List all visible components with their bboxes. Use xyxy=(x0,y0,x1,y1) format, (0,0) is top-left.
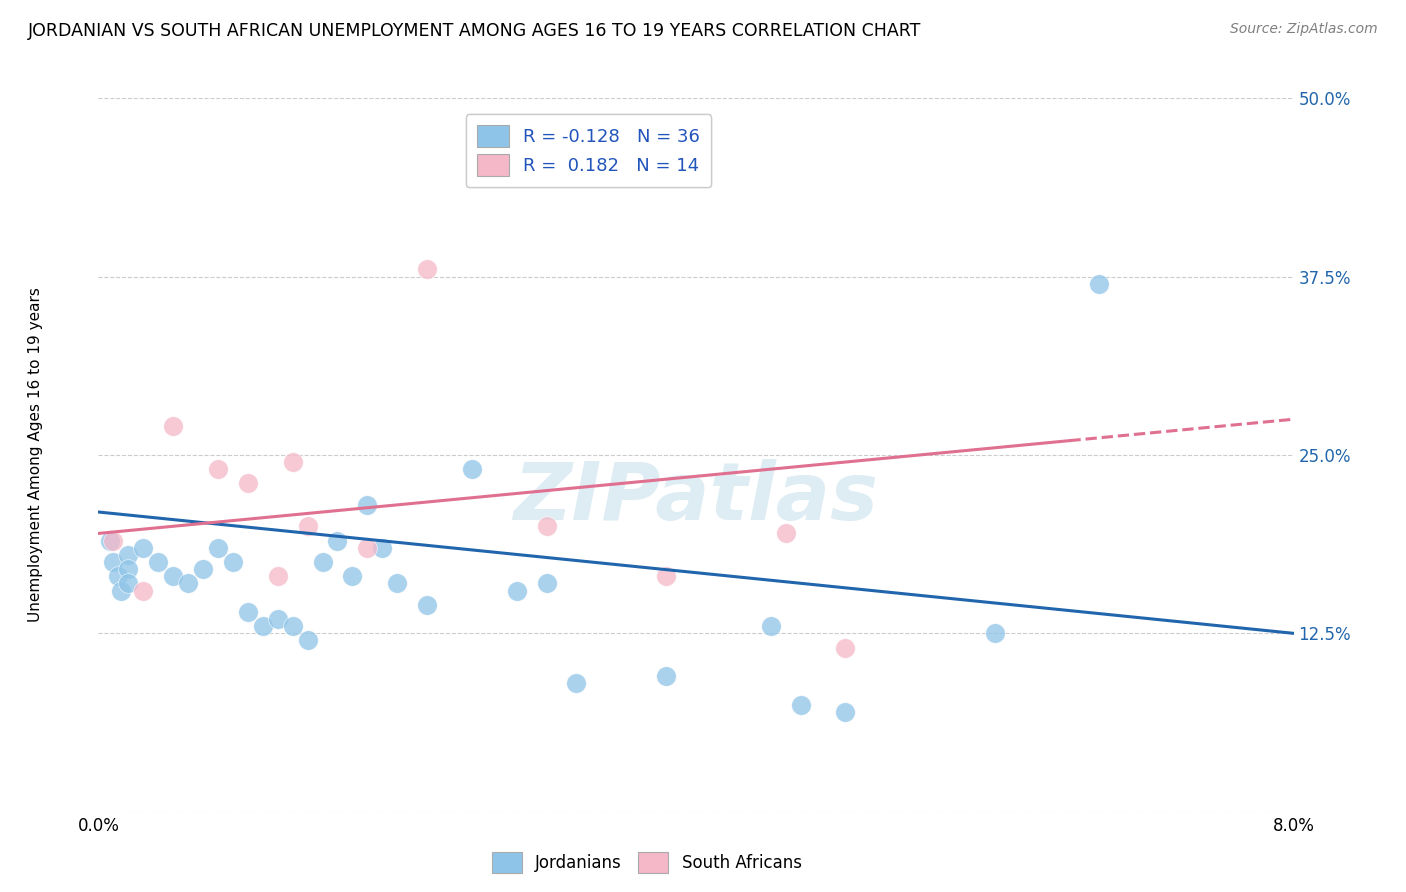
Point xyxy=(103,533,125,548)
Point xyxy=(311,555,333,569)
Legend: Jordanians, South Africans: Jordanians, South Africans xyxy=(485,846,808,880)
Point xyxy=(506,583,529,598)
Point xyxy=(162,419,184,434)
Point xyxy=(416,598,439,612)
Text: Source: ZipAtlas.com: Source: ZipAtlas.com xyxy=(1230,22,1378,37)
Point xyxy=(222,555,245,569)
Point xyxy=(236,476,259,491)
Point xyxy=(267,612,290,626)
Point xyxy=(267,569,290,583)
Point xyxy=(281,455,304,469)
Point xyxy=(326,533,349,548)
Point xyxy=(536,576,558,591)
Point xyxy=(110,583,132,598)
Point xyxy=(371,541,394,555)
Point xyxy=(775,526,797,541)
Point xyxy=(759,619,782,633)
Point xyxy=(385,576,409,591)
Point xyxy=(281,619,304,633)
Point xyxy=(356,541,378,555)
Point xyxy=(191,562,214,576)
Point xyxy=(132,583,155,598)
Point xyxy=(536,519,558,533)
Point xyxy=(983,626,1005,640)
Point xyxy=(132,541,155,555)
Point xyxy=(834,705,856,719)
Point xyxy=(103,555,125,569)
Point xyxy=(789,698,811,712)
Point xyxy=(117,576,139,591)
Point xyxy=(565,676,588,690)
Point xyxy=(342,569,364,583)
Point xyxy=(416,262,439,277)
Text: ZIPatlas: ZIPatlas xyxy=(513,458,879,537)
Point xyxy=(252,619,274,633)
Point xyxy=(834,640,856,655)
Point xyxy=(356,498,378,512)
Legend: R = -0.128   N = 36, R =  0.182   N = 14: R = -0.128 N = 36, R = 0.182 N = 14 xyxy=(465,114,711,187)
Point xyxy=(148,555,170,569)
Point xyxy=(177,576,200,591)
Text: Unemployment Among Ages 16 to 19 years: Unemployment Among Ages 16 to 19 years xyxy=(28,287,42,623)
Point xyxy=(98,533,122,548)
Point xyxy=(461,462,484,476)
Point xyxy=(297,519,319,533)
Point xyxy=(297,633,319,648)
Text: JORDANIAN VS SOUTH AFRICAN UNEMPLOYMENT AMONG AGES 16 TO 19 YEARS CORRELATION CH: JORDANIAN VS SOUTH AFRICAN UNEMPLOYMENT … xyxy=(28,22,921,40)
Point xyxy=(162,569,184,583)
Point xyxy=(655,669,678,683)
Point xyxy=(1088,277,1111,291)
Point xyxy=(117,548,139,562)
Point xyxy=(117,562,139,576)
Point xyxy=(236,605,259,619)
Point xyxy=(207,462,229,476)
Point xyxy=(207,541,229,555)
Point xyxy=(107,569,129,583)
Point xyxy=(655,569,678,583)
